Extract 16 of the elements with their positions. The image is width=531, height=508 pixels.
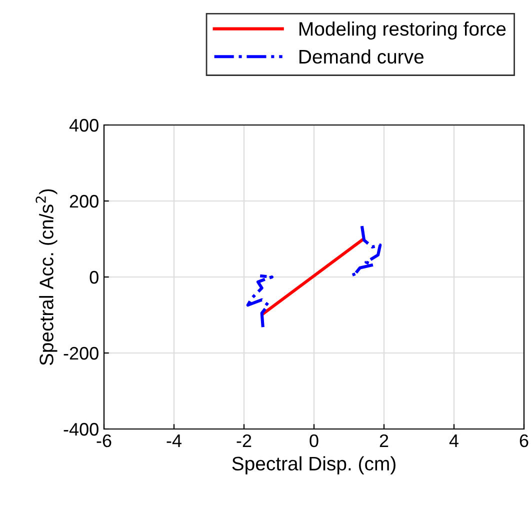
y-tick-label: 200 [70,194,98,208]
y-tick-label: 0 [90,270,98,284]
x-tick-label: 6 [520,434,528,448]
x-tick-label: -4 [166,434,182,447]
y-axis-title: Spectral Acc. (cn/s$^{2}$) [36,189,58,366]
y-tick-label: -200 [64,346,98,360]
x-tick-label: 4 [449,434,458,447]
y-tick-label: -400 [64,422,98,436]
y-tick-label: 400 [69,118,98,132]
legend-label: Demand curve [300,49,424,64]
x-tick-label: -6 [96,434,112,448]
x-tick-label: -2 [236,434,252,447]
x-tick-label: 2 [380,434,388,447]
legend-label: Modeling restoring force [300,22,506,40]
x-tick-label: 0 [310,434,318,448]
x-axis-title: Spectral Disp. (cm) [232,456,396,474]
